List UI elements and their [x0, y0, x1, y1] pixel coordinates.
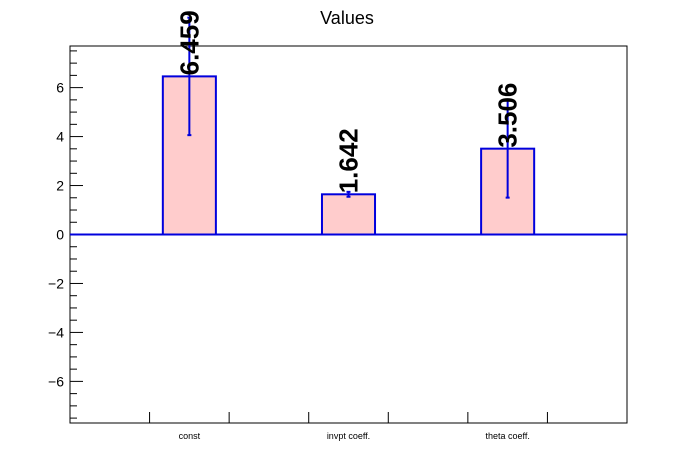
- x-tick-label: invpt coeff.: [327, 431, 370, 441]
- value-label: 6.459: [174, 10, 204, 75]
- chart-title: Values: [320, 8, 374, 28]
- bars-group: [161, 16, 536, 236]
- x-tick-label: const: [179, 431, 201, 441]
- y-tick-label: −6: [48, 373, 64, 389]
- y-tick-label: −4: [48, 324, 64, 340]
- bar: [320, 193, 377, 236]
- x-axis: const invpt coeff. theta coeff.: [149, 412, 548, 441]
- value-labels-group: 6.459 1.642 3.506: [174, 10, 522, 193]
- y-axis: −6 −4 −2 0 2 4 6: [48, 50, 83, 419]
- value-label: 3.506: [493, 83, 523, 148]
- y-tick-label: −2: [48, 275, 64, 291]
- y-tick-label: 0: [56, 227, 64, 243]
- y-tick-label: 6: [56, 80, 64, 96]
- y-tick-label: 2: [56, 178, 64, 194]
- value-label: 1.642: [334, 128, 364, 193]
- x-tick-label: theta coeff.: [485, 431, 529, 441]
- y-tick-label: 4: [56, 129, 64, 145]
